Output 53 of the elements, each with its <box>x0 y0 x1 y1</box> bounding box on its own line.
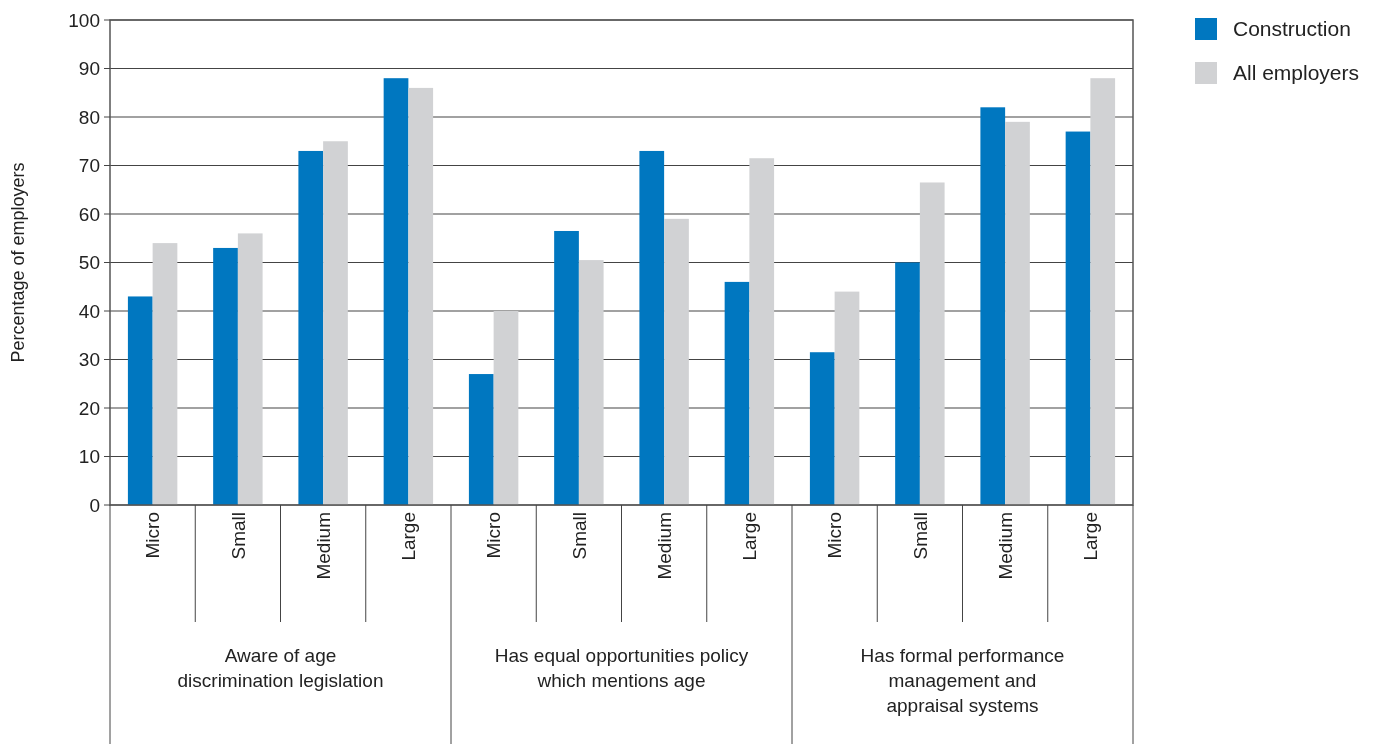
text: Has equal opportunities policy which mentions age <box>494 645 749 691</box>
y-axis-title: Percentage of employers <box>8 162 28 363</box>
y-tick-label: 60 <box>78 203 100 225</box>
bar <box>749 158 775 505</box>
bar <box>554 230 579 505</box>
bar <box>895 262 920 505</box>
bar <box>1065 131 1091 505</box>
bar <box>383 78 409 505</box>
bar <box>809 352 835 505</box>
x-tick-label: Medium <box>312 512 334 580</box>
text: Aware of age discrimination legislation <box>177 645 384 691</box>
bar <box>213 247 238 505</box>
bar <box>639 150 665 505</box>
bar <box>408 87 434 505</box>
bar <box>724 281 750 505</box>
bar <box>1090 78 1116 505</box>
bar <box>152 243 178 505</box>
x-tick-label: Small <box>909 512 931 560</box>
bar <box>468 374 494 505</box>
y-tick-label: 30 <box>78 349 100 371</box>
x-tick-label: Micro <box>142 512 164 559</box>
bar <box>127 296 153 505</box>
x-tick-label: Small <box>568 512 590 560</box>
y-tick-label: 70 <box>78 155 100 177</box>
x-tick-label: Large <box>1080 512 1102 561</box>
y-tick-label: 100 <box>68 9 100 31</box>
bar <box>834 291 860 505</box>
y-tick-label: 0 <box>89 494 100 516</box>
x-tick-label: Medium <box>994 512 1016 580</box>
legend-label: Construction <box>1233 17 1351 41</box>
bar <box>493 311 519 505</box>
x-tick-label: Micro <box>824 512 846 559</box>
x-tick-label: Medium <box>653 512 675 580</box>
bar <box>237 233 263 505</box>
legend-label: All employers <box>1233 61 1360 85</box>
x-tick-label: Large <box>739 512 761 561</box>
x-tick-label: Small <box>227 512 249 560</box>
bar <box>323 141 348 505</box>
y-tick-label: 20 <box>78 397 100 419</box>
y-tick-label: 90 <box>78 58 100 80</box>
y-tick-label: 80 <box>78 106 100 128</box>
y-tick-label: 10 <box>78 446 100 468</box>
bar <box>298 150 324 505</box>
bar <box>1005 121 1030 505</box>
bar <box>980 107 1006 505</box>
y-tick-label: 40 <box>78 300 100 322</box>
bar <box>664 218 689 505</box>
x-tick-label: Large <box>398 512 420 561</box>
bar <box>919 182 945 505</box>
x-tick-label: Micro <box>483 512 505 559</box>
y-tick-label: 50 <box>78 252 100 274</box>
bar <box>578 260 604 505</box>
text: Has formal performance management and appraisal systems <box>860 645 1065 716</box>
